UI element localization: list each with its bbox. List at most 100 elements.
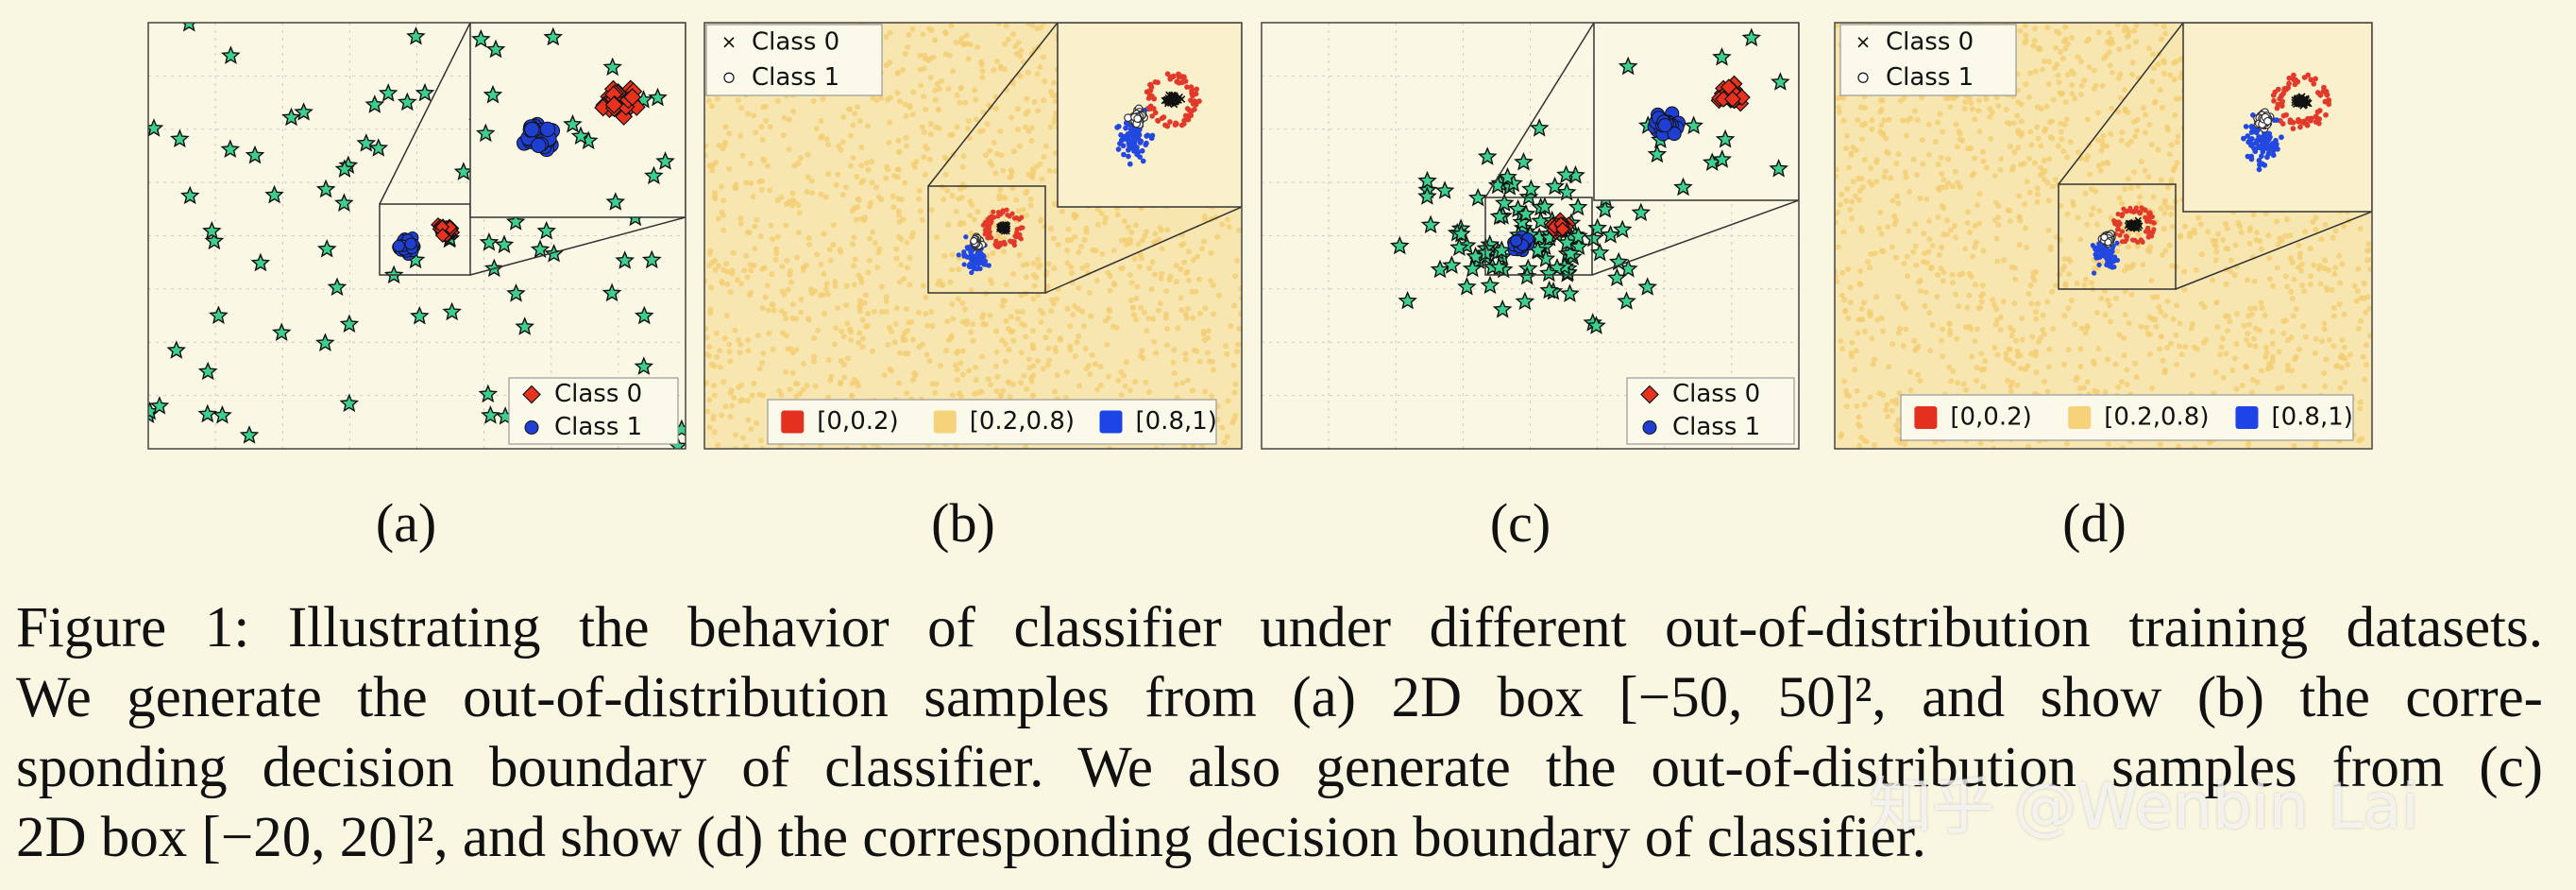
- red-region-sample: [2112, 221, 2118, 227]
- boundary-sample: [1072, 353, 1078, 360]
- boundary-sample: [2122, 267, 2128, 274]
- boundary-sample: [2057, 49, 2063, 56]
- boundary-sample: [1027, 202, 1034, 209]
- boundary-sample: [968, 287, 974, 294]
- boundary-sample: [830, 222, 837, 229]
- boundary-sample: [1895, 200, 1902, 207]
- boundary-sample: [774, 233, 781, 240]
- boundary-sample: [1972, 338, 1978, 345]
- boundary-sample: [1118, 392, 1125, 399]
- boundary-sample: [1118, 368, 1125, 375]
- boundary-sample: [2122, 288, 2128, 295]
- boundary-sample: [987, 147, 993, 154]
- boundary-sample: [1202, 216, 1209, 223]
- boundary-sample: [1938, 265, 1944, 272]
- boundary-sample: [2341, 311, 2347, 317]
- boundary-sample: [2005, 207, 2011, 214]
- boundary-sample: [1847, 284, 1854, 291]
- boundary-sample: [1901, 94, 1907, 101]
- boundary-sample: [1843, 197, 1850, 204]
- boundary-sample: [959, 348, 966, 354]
- boundary-sample: [1856, 442, 1863, 449]
- boundary-sample: [2006, 346, 2012, 352]
- boundary-sample: [838, 146, 844, 153]
- ood-sample: [1489, 257, 1509, 276]
- boundary-sample: [2062, 24, 2069, 30]
- boundary-sample: [2168, 142, 2175, 148]
- boundary-sample: [1836, 104, 1842, 111]
- boundary-sample: [1949, 280, 1956, 286]
- boundary-sample: [2161, 197, 2168, 204]
- boundary-sample: [808, 190, 815, 197]
- boundary-sample: [2025, 291, 2032, 298]
- boundary-sample: [2122, 312, 2128, 318]
- boundary-sample: [2068, 297, 2075, 303]
- boundary-sample: [715, 442, 721, 449]
- boundary-sample: [1064, 247, 1071, 253]
- class0-point: [1164, 96, 1172, 105]
- boundary-sample: [865, 269, 872, 276]
- color-swatch: [933, 410, 957, 434]
- boundary-sample: [726, 341, 733, 348]
- boundary-sample: [1849, 339, 1856, 346]
- boundary-sample: [1938, 154, 1944, 161]
- boundary-sample: [1975, 108, 1982, 114]
- boundary-sample: [1008, 114, 1015, 121]
- boundary-sample: [704, 326, 708, 333]
- boundary-sample: [778, 392, 785, 399]
- boundary-sample: [712, 266, 719, 273]
- boundary-sample: [874, 444, 881, 449]
- boundary-sample: [962, 99, 969, 106]
- boundary-sample: [1977, 440, 1984, 447]
- red-region-sample: [2124, 208, 2129, 214]
- boundary-sample: [1972, 282, 1978, 288]
- boundary-sample: [1888, 175, 1894, 181]
- boundary-sample: [704, 381, 708, 387]
- boundary-sample: [1995, 103, 2002, 110]
- boundary-sample: [2313, 439, 2319, 446]
- boundary-sample: [1094, 206, 1101, 213]
- blue-region-sample: [2093, 247, 2098, 252]
- boundary-sample: [847, 132, 854, 139]
- boundary-sample: [1138, 304, 1144, 311]
- boundary-sample: [902, 180, 908, 186]
- boundary-sample: [2146, 248, 2153, 255]
- boundary-sample: [1914, 116, 1921, 123]
- caption-line: sponding decision boundary of classifier…: [16, 736, 2543, 799]
- boundary-sample: [1847, 300, 1854, 306]
- boundary-sample: [1860, 184, 1867, 191]
- boundary-sample: [706, 344, 713, 351]
- boundary-sample: [2102, 388, 2109, 395]
- boundary-sample: [748, 289, 754, 296]
- boundary-sample: [1866, 308, 1873, 315]
- ood-sample: [1529, 118, 1550, 137]
- blue-region-sample: [1130, 132, 1137, 139]
- boundary-sample: [2212, 368, 2219, 375]
- boundary-sample: [2075, 214, 2081, 221]
- boundary-sample: [2300, 323, 2307, 330]
- boundary-sample: [2246, 305, 2253, 312]
- boundary-sample: [744, 274, 751, 281]
- red-region-sample: [2149, 233, 2155, 239]
- boundary-sample: [2156, 304, 2162, 311]
- boundary-sample: [957, 99, 963, 106]
- boundary-sample: [2315, 265, 2322, 272]
- ood-sample: [148, 118, 164, 137]
- blue-region-sample: [966, 254, 973, 260]
- boundary-sample: [2040, 170, 2046, 177]
- boundary-sample: [2158, 36, 2164, 43]
- boundary-sample: [2342, 379, 2348, 385]
- boundary-sample: [2312, 350, 2318, 356]
- boundary-sample: [2066, 270, 2073, 277]
- boundary-sample: [1039, 176, 1045, 182]
- boundary-sample: [1911, 337, 1918, 344]
- boundary-sample: [987, 312, 993, 318]
- boundary-sample: [1950, 183, 1957, 190]
- boundary-sample: [1127, 240, 1134, 247]
- boundary-sample: [2116, 332, 2123, 338]
- boundary-sample: [2140, 262, 2146, 268]
- blue-region-sample: [2248, 129, 2255, 135]
- boundary-sample: [1047, 226, 1054, 232]
- boundary-sample: [2219, 335, 2226, 342]
- boundary-sample: [818, 191, 824, 197]
